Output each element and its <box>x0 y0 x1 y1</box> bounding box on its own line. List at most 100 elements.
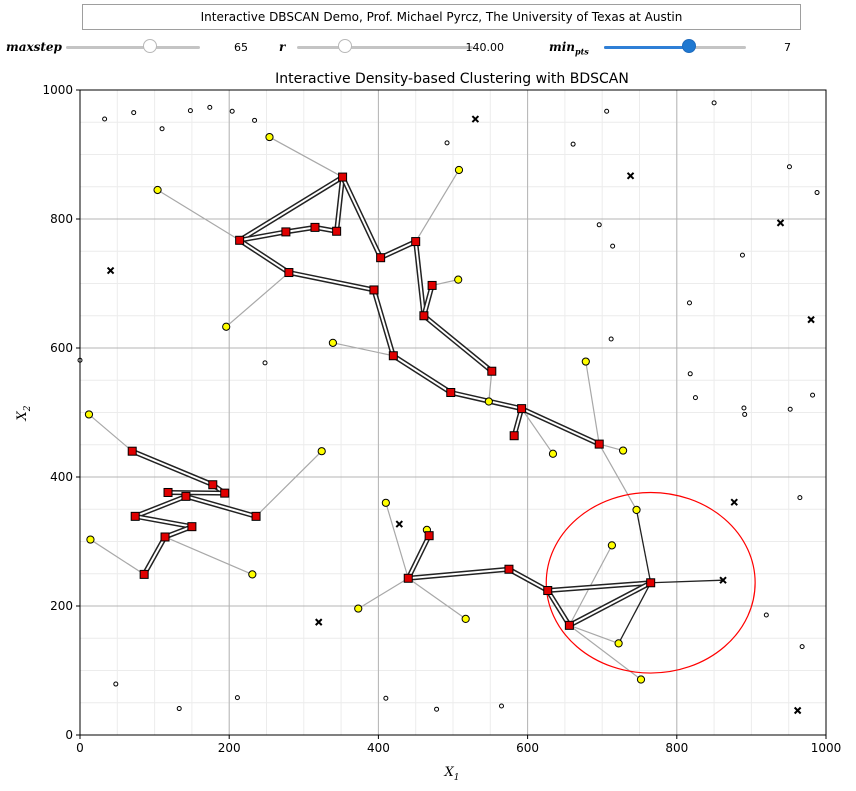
y-tick-label: 1000 <box>42 83 73 97</box>
noise-x-marker <box>106 266 115 275</box>
reach-link <box>157 189 240 241</box>
border-point <box>632 505 641 514</box>
noise-point <box>739 252 745 258</box>
noise-point <box>797 495 803 501</box>
core-point <box>564 620 574 630</box>
core-points <box>127 172 656 630</box>
core-link-center <box>134 495 187 518</box>
core-link-center <box>143 536 166 575</box>
reach-link <box>269 136 343 178</box>
border-point <box>461 614 470 624</box>
noise-point <box>604 108 610 114</box>
plot-frame <box>79 89 827 736</box>
core-link-center <box>239 239 290 274</box>
reachability-links <box>88 136 642 681</box>
noise-point <box>570 141 576 147</box>
border-point <box>328 338 337 347</box>
core-link-center <box>380 240 417 259</box>
core-link-center <box>341 176 382 259</box>
border-points <box>84 132 646 684</box>
border-point <box>454 275 463 284</box>
reach-link <box>488 371 493 402</box>
border-point <box>484 397 493 406</box>
min-pts-value: 7 <box>784 41 791 54</box>
reach-link <box>521 408 554 455</box>
radius-slider-track[interactable] <box>297 46 473 49</box>
chart-title: Interactive Density-based Clustering wit… <box>275 71 629 87</box>
noise-x-marker <box>793 706 802 715</box>
min-pts-slider-handle[interactable] <box>682 39 697 53</box>
noise-point <box>810 392 816 398</box>
border-point <box>354 604 363 613</box>
reach-link <box>585 361 600 445</box>
core-point <box>646 578 656 588</box>
y-tick-label: 0 <box>65 728 73 742</box>
core-point <box>139 569 149 579</box>
core-link-center <box>335 176 344 232</box>
core-link-center <box>513 408 523 436</box>
core-point <box>424 531 434 541</box>
border-point <box>84 410 94 419</box>
noise-point <box>262 360 268 366</box>
core-link-center <box>239 176 344 242</box>
min-pts-label: minpts <box>549 40 589 57</box>
reach-link <box>569 624 619 644</box>
core-link-center <box>392 354 452 394</box>
reach-link <box>569 624 642 681</box>
core-point <box>376 253 386 263</box>
x-axis-ticks: 0 200 400 600 800 1000 <box>76 735 841 755</box>
core-point <box>160 532 170 542</box>
x-tick-label: 1000 <box>811 741 842 755</box>
core-link-center <box>408 568 510 580</box>
radius-label: r <box>279 40 286 54</box>
min-pts-slider-track[interactable] <box>604 46 746 49</box>
maxstep-value: 65 <box>234 41 248 54</box>
reach-link <box>90 539 145 575</box>
core-point <box>284 268 294 278</box>
noise-x-marker <box>315 618 323 626</box>
core-point <box>411 237 421 247</box>
noise-point <box>742 411 748 417</box>
noise-x-marker <box>471 115 480 123</box>
dbscan-scatter-plot: Interactive Density-based Clustering wit… <box>15 71 841 783</box>
reach-link <box>88 413 133 452</box>
noise-point <box>102 116 108 122</box>
core-link-center <box>407 535 431 579</box>
core-link-center <box>423 314 493 372</box>
noise-point <box>787 406 793 412</box>
core-point <box>504 564 514 574</box>
noise-point <box>608 336 614 342</box>
radius-slider-handle[interactable] <box>337 39 352 53</box>
noise-point <box>687 371 693 377</box>
reach-link <box>255 450 323 517</box>
reach-link <box>332 342 394 357</box>
noise-point <box>498 703 504 709</box>
noise-point <box>444 140 450 146</box>
maxstep-slider-track[interactable] <box>66 46 200 49</box>
core-point <box>543 586 553 596</box>
reach-link <box>415 169 460 242</box>
core-link-center <box>135 515 193 528</box>
reach-link <box>357 577 409 610</box>
y-axis-ticks: 0 200 400 600 800 1000 <box>42 83 80 742</box>
core-point <box>427 280 437 290</box>
search-radius-circle <box>545 491 756 674</box>
x-tick-label: 200 <box>218 741 241 755</box>
noise-point <box>207 104 213 110</box>
core-point <box>369 285 379 295</box>
app-title-banner: Interactive DBSCAN Demo, Prof. Michael P… <box>82 4 801 30</box>
border-point <box>222 322 231 331</box>
border-point <box>317 447 326 456</box>
noise-point <box>113 681 119 687</box>
border-point <box>248 570 257 579</box>
reach-link <box>385 502 409 579</box>
core-point <box>487 366 497 376</box>
x-tick-label: 800 <box>665 741 688 755</box>
maxstep-slider-handle[interactable] <box>143 39 158 53</box>
noise-point <box>434 706 440 712</box>
core-point <box>208 480 218 490</box>
noise-point <box>252 117 258 123</box>
y-tick-label: 200 <box>50 599 73 613</box>
noise-point <box>596 222 602 228</box>
core-point <box>235 235 245 245</box>
